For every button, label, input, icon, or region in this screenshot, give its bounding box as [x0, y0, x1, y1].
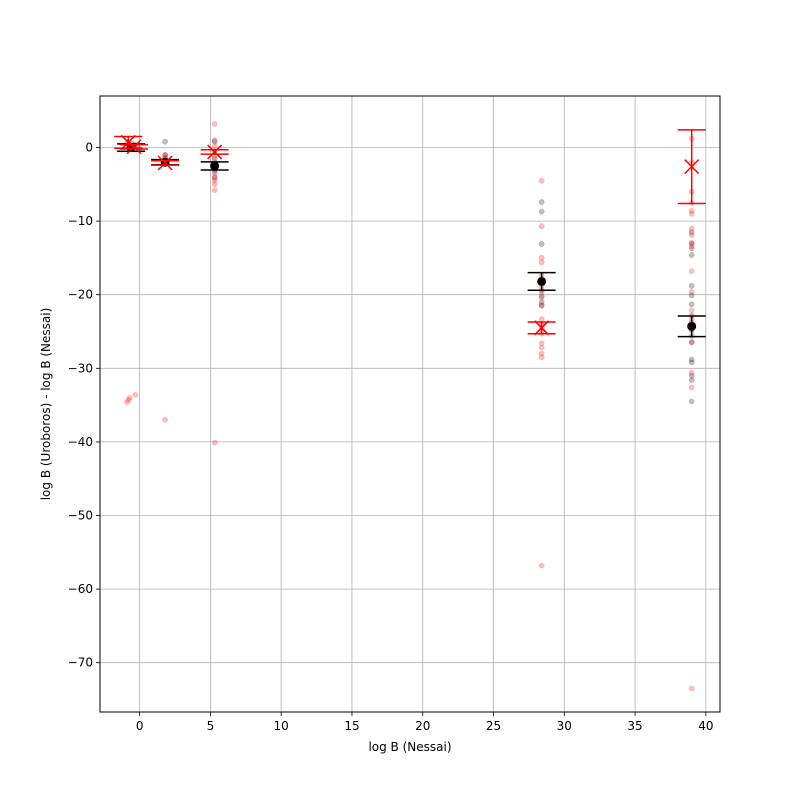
red-data-point — [538, 177, 545, 184]
red-data-point — [124, 399, 130, 406]
red-data-point — [211, 137, 218, 144]
y-axis-label: log B (Uroboros) - log B (Nessai) — [39, 308, 53, 501]
red-data-point — [538, 294, 545, 301]
red-data-point — [688, 288, 695, 295]
black-data-point — [211, 138, 218, 145]
red-data-point — [538, 302, 545, 308]
x-tick-label: 40 — [698, 719, 713, 733]
red-data-point — [211, 143, 218, 149]
red-data-point — [538, 259, 545, 266]
black-data-point — [538, 302, 545, 309]
black-data-point — [688, 240, 695, 247]
x-tick-label: 0 — [136, 719, 144, 733]
black-data-point — [688, 359, 695, 366]
black-data-point — [211, 174, 218, 180]
red-data-point — [211, 177, 218, 184]
y-tick-label: −60 — [68, 582, 93, 596]
y-tick-label: −50 — [68, 508, 93, 522]
red-data-point — [538, 316, 545, 322]
x-tick-label: 5 — [207, 719, 215, 733]
plot-frame — [99, 95, 721, 713]
y-tick-label: 0 — [85, 141, 93, 155]
red-data-point — [211, 170, 218, 177]
black-data-point — [688, 377, 695, 383]
y-tick-label: −10 — [68, 214, 93, 228]
x-tick-label: 10 — [274, 719, 289, 733]
red-data-point — [162, 416, 168, 423]
axis-ticks: 0 5 10 15 20 25 30 35 40 0 −10 −20 −30 −40 −50 −60 −70 — [68, 141, 714, 733]
red-mean-marker — [534, 320, 550, 336]
grid — [100, 96, 720, 712]
black-data-point — [162, 138, 168, 145]
red-data-point — [688, 307, 695, 314]
black-data-point — [688, 252, 695, 258]
red-data-point — [538, 562, 545, 569]
x-tick-label: 20 — [415, 719, 430, 733]
red-data-point — [211, 181, 218, 188]
black-data-point — [688, 339, 695, 346]
red-data-point — [126, 394, 133, 401]
red-data-point — [688, 338, 695, 345]
red-mean-marker — [120, 134, 136, 150]
red-data-point — [688, 207, 695, 214]
red-data-point — [688, 685, 695, 692]
error-bars — [114, 129, 706, 338]
black-data-point — [688, 283, 695, 289]
red-data-point — [538, 340, 545, 347]
x-axis-label: log B (Nessai) — [368, 740, 451, 754]
red-data-point — [211, 175, 218, 182]
red-data-point — [132, 391, 139, 398]
red-data-point — [211, 121, 218, 127]
red-mean-marker — [684, 159, 700, 175]
x-tick-label: 25 — [486, 719, 501, 733]
red-data-point — [688, 369, 695, 376]
red-mean-marker — [157, 155, 173, 171]
x-tick-label: 35 — [627, 719, 642, 733]
red-data-point — [211, 187, 218, 194]
black-data-point — [538, 241, 545, 247]
red-data-point — [125, 397, 132, 403]
black-data-point — [538, 293, 545, 300]
red-data-point — [688, 240, 695, 247]
red-data-point — [162, 152, 168, 158]
red-data-point — [688, 268, 695, 275]
y-tick-label: −20 — [68, 288, 93, 302]
red-data-point — [688, 210, 695, 217]
red-data-point — [688, 225, 695, 232]
red-data-point — [688, 384, 695, 391]
black-data-point — [162, 152, 168, 158]
black-mean-marker — [687, 321, 697, 331]
red-data-point — [688, 243, 695, 249]
y-tick-label: −70 — [68, 656, 93, 670]
black-data-point — [688, 356, 695, 363]
black-data-point — [688, 229, 695, 236]
black-mean-marker — [537, 276, 547, 286]
y-tick-label: −30 — [68, 361, 93, 375]
black-data-point — [688, 301, 695, 308]
red-data-point — [688, 232, 695, 238]
x-tick-label: 15 — [344, 719, 359, 733]
red-data-point — [538, 354, 545, 361]
red-mean-marker — [207, 144, 223, 160]
red-data-point — [538, 344, 545, 351]
black-data-point — [688, 398, 695, 405]
red-mean-marker — [126, 139, 142, 155]
y-tick-label: −40 — [68, 435, 93, 449]
black-data-point — [538, 299, 545, 305]
black-data-point — [688, 292, 695, 299]
red-data-point — [211, 439, 218, 446]
red-data-point — [538, 255, 545, 261]
black-data-point — [688, 245, 695, 252]
black-data-point — [538, 199, 545, 205]
red-data-point — [538, 350, 545, 357]
x-tick-label: 30 — [557, 719, 572, 733]
black-mean-marker — [210, 161, 220, 171]
red-data-point — [538, 223, 545, 230]
black-data-point — [688, 372, 695, 379]
black-data-point — [538, 208, 545, 215]
